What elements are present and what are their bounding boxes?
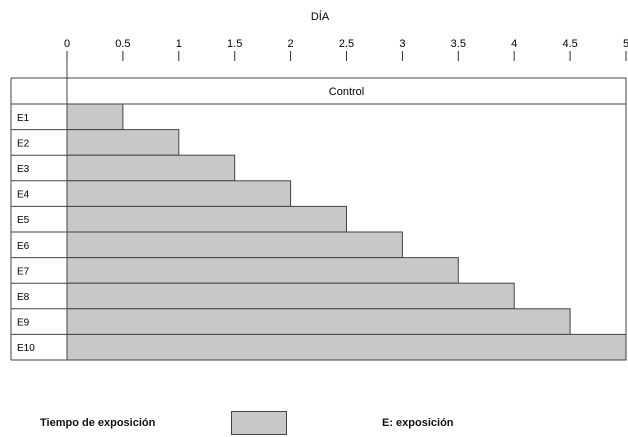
bar-e2	[66, 129, 180, 156]
x-tick-label: 0	[64, 38, 70, 50]
legend-swatch	[231, 411, 287, 435]
row-label-e5: E5	[17, 215, 30, 226]
legend: Tiempo de exposición E: exposición	[0, 411, 628, 437]
control-label: Control	[329, 86, 364, 98]
bar-e4	[66, 180, 292, 207]
row-label-e2: E2	[17, 138, 30, 149]
x-axis-ticks: 0 0.5 1 1.5 2 2.5 3 3.5 4 4.5 5	[64, 38, 628, 61]
bar-e6	[66, 231, 403, 259]
control-cell	[67, 78, 626, 104]
x-tick-label: 1.5	[227, 38, 242, 50]
x-tick-label: 3.5	[451, 38, 466, 50]
x-tick-label: 2	[288, 38, 294, 50]
row-label-e4: E4	[17, 190, 30, 201]
row-label-e9: E9	[17, 318, 30, 329]
x-tick-label: 4	[511, 38, 517, 50]
bar-e1	[66, 103, 124, 131]
x-tick-label: 4.5	[562, 38, 577, 50]
bar-e8	[66, 282, 515, 310]
x-tick-label: 1	[176, 38, 182, 50]
bar-e9	[66, 308, 571, 335]
bar-e3	[66, 154, 236, 182]
x-tick-label: 3	[399, 38, 405, 50]
legend-note: E: exposición	[382, 417, 454, 429]
x-axis-title: DÍA	[311, 10, 330, 23]
exposure-table: Control E1 E2 E3 E4 E5 E6 E7 E8 E9 E10	[10, 61, 627, 361]
x-tick-label: 2.5	[339, 38, 354, 50]
row-label-e6: E6	[17, 241, 30, 252]
x-tick-label: 0.5	[115, 38, 130, 50]
bar-e10	[66, 333, 627, 361]
row-label-e8: E8	[17, 292, 30, 303]
row-label-e1: E1	[17, 113, 30, 124]
x-tick-label: 5	[623, 38, 628, 50]
bar-e5	[66, 205, 347, 233]
bar-e7	[66, 257, 459, 284]
row-label-e7: E7	[17, 266, 30, 277]
row-label-e3: E3	[17, 164, 30, 175]
legend-series-label: Tiempo de exposición	[40, 417, 156, 429]
exposure-chart: DÍA 0 0.5 1 1.5 2 2.5 3 3.5 4 4.5 5 Control E1 E2 E3 E…	[10, 10, 628, 361]
row-label-e10: E10	[17, 343, 35, 354]
